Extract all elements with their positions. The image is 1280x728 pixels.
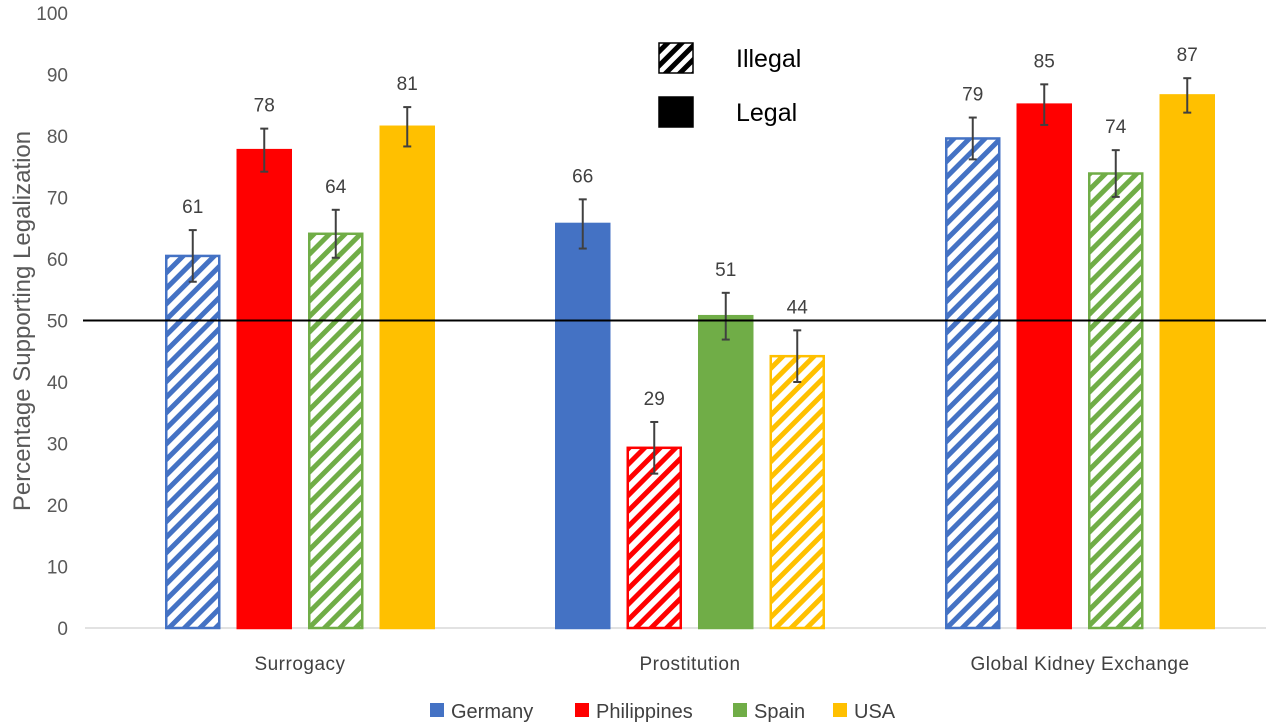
y-tick-label: 50 — [47, 312, 68, 333]
error-bars — [188, 77, 1192, 475]
error-bar-germany-surrogacy — [188, 229, 197, 283]
data-label-spain-prostitution: 51 — [715, 260, 736, 281]
y-tick-label: 30 — [47, 435, 68, 456]
bar-spain-global-kidney-exchange — [1088, 172, 1144, 630]
legend-swatch-spain — [733, 703, 747, 717]
bar-philippines-surrogacy — [236, 148, 292, 630]
legend-label-germany: Germany — [451, 701, 533, 723]
bar-usa-prostitution — [769, 354, 825, 630]
error-bar-spain-prostitution — [721, 291, 730, 341]
series-legend: Germany Philippines Spain USA — [430, 701, 896, 723]
data-label-usa-global-kidney-exchange: 87 — [1177, 45, 1198, 66]
status-legend: Illegal Legal — [658, 42, 801, 128]
category-labels: Surrogacy Prostitution Global Kidney Excha… — [254, 654, 1189, 675]
status-legend-swatch-legal — [658, 96, 694, 128]
y-tick-label: 40 — [47, 373, 68, 394]
data-label-germany-global-kidney-exchange: 79 — [962, 85, 983, 106]
error-bar-germany-prostitution — [578, 198, 587, 250]
category-label-surrogacy: Surrogacy — [254, 654, 345, 675]
error-bar-usa-prostitution — [793, 329, 802, 383]
bar-spain-surrogacy — [308, 232, 364, 630]
data-label-usa-prostitution: 44 — [787, 297, 809, 318]
error-bar-philippines-global-kidney-exchange — [1040, 83, 1049, 126]
status-legend-label-legal: Legal — [736, 99, 797, 127]
data-label-germany-prostitution: 66 — [572, 166, 593, 187]
error-bar-germany-global-kidney-exchange — [968, 116, 977, 161]
data-label-germany-surrogacy: 61 — [182, 197, 203, 218]
bar-philippines-global-kidney-exchange — [1016, 103, 1072, 630]
status-legend-swatch-illegal — [658, 42, 694, 74]
bar-series — [165, 94, 1215, 630]
bar-germany-global-kidney-exchange — [945, 137, 1001, 630]
y-tick-label: 90 — [47, 66, 68, 87]
y-tick-label: 80 — [47, 127, 68, 148]
data-label-philippines-surrogacy: 78 — [254, 96, 275, 117]
legend-label-usa: USA — [854, 701, 896, 723]
legend-label-philippines: Philippines — [596, 701, 693, 723]
data-label-philippines-global-kidney-exchange: 85 — [1034, 51, 1055, 72]
data-label-spain-surrogacy: 64 — [325, 177, 347, 198]
status-legend-label-illegal: Illegal — [736, 45, 801, 73]
category-label-global-kidney-exchange: Global Kidney Exchange — [970, 654, 1189, 675]
data-label-usa-surrogacy: 81 — [397, 74, 418, 95]
y-tick-label: 70 — [47, 189, 68, 210]
y-tick-label: 20 — [47, 496, 68, 517]
y-tick-label: 100 — [36, 4, 68, 25]
bar-spain-prostitution — [698, 314, 754, 630]
category-label-prostitution: Prostitution — [639, 654, 740, 675]
error-bar-spain-global-kidney-exchange — [1111, 149, 1120, 198]
legend-swatch-germany — [430, 703, 444, 717]
data-labels: 61 78 64 81 66 29 51 44 79 85 74 87 — [182, 45, 1198, 410]
y-axis-ticks: 0 10 20 30 40 50 60 70 80 90 100 — [36, 4, 68, 640]
error-bar-usa-surrogacy — [403, 106, 412, 148]
y-tick-label: 10 — [47, 558, 68, 579]
legend-swatch-philippines — [575, 703, 589, 717]
bar-germany-surrogacy — [165, 254, 221, 630]
error-bar-spain-surrogacy — [331, 208, 340, 259]
y-tick-label: 0 — [57, 619, 68, 640]
y-axis-title: Percentage Supporting Legalization — [9, 131, 36, 511]
error-bar-philippines-surrogacy — [260, 127, 269, 173]
y-tick-label: 60 — [47, 250, 68, 271]
data-label-spain-global-kidney-exchange: 74 — [1105, 117, 1127, 138]
bar-philippines-prostitution — [626, 446, 682, 630]
bar-germany-prostitution — [555, 222, 611, 630]
bar-usa-surrogacy — [379, 125, 435, 630]
bar-usa-global-kidney-exchange — [1159, 94, 1215, 630]
legend-swatch-usa — [833, 703, 847, 717]
error-bar-usa-global-kidney-exchange — [1183, 77, 1192, 114]
error-bar-philippines-prostitution — [650, 420, 659, 475]
data-label-philippines-prostitution: 29 — [644, 389, 665, 410]
legend-label-spain: Spain — [754, 701, 805, 723]
